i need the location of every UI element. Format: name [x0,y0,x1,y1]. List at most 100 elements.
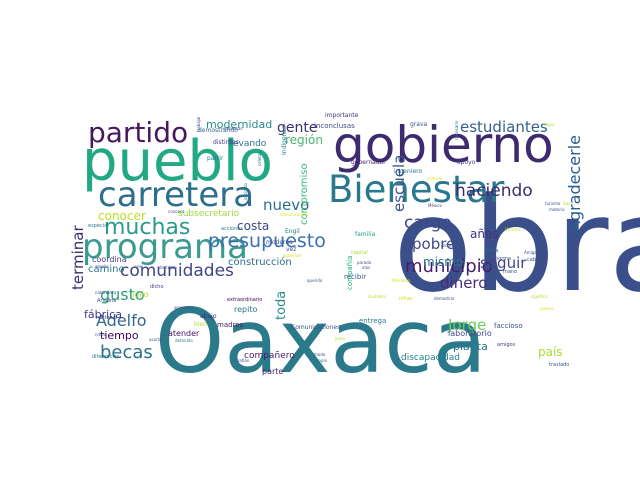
cloud-word: recibir [344,273,366,281]
cloud-word: toda [274,291,289,320]
cloud-word: acciones [221,226,243,232]
cloud-word: Jorge [447,316,486,334]
cloud-word: recreación [441,243,462,248]
cloud-word: escuela [390,155,408,212]
cloud-word: Bienestar [328,168,505,211]
cloud-word: seguir [480,254,527,272]
cloud-word: haciendo [455,181,533,201]
cloud-word: cabo [527,257,539,263]
cloud-word: distintos [213,139,239,146]
cloud-word: especial [88,223,109,229]
cloud-word: pueblo [82,129,273,194]
cloud-word: subsecretario [178,209,240,219]
cloud-word: llevando [228,139,267,149]
cloud-word: conozco [168,209,185,214]
cloud-word: obra [393,169,640,321]
cloud-word: Mota [486,248,498,254]
cloud-word: olas [362,265,370,270]
cloud-word: extraordinario [227,297,262,303]
cloud-word: partir [207,155,224,162]
cloud-word: gobernar [283,253,302,258]
cloud-word: atender [168,329,200,338]
cloud-word: familia [355,231,376,238]
cloud-word: conocer [98,209,146,223]
cloud-word: dinero [440,274,487,292]
cloud-word: faccioso [494,322,523,330]
cloud-word: Coatlán [234,358,250,363]
cloud-word: coordina [92,255,127,264]
cloud-word: Indígenas [281,126,288,155]
cloud-word: gobierno [333,116,554,174]
cloud-word: junto [334,336,346,341]
cloud-word: tiempo [100,329,139,342]
cloud-word: partido [88,116,188,149]
cloud-word: camino [88,264,125,275]
cloud-word: Ariadna [97,298,116,304]
cloud-word: Engil [285,228,300,235]
cloud-word: padres [540,306,554,311]
cloud-word: becas [100,342,153,363]
cloud-word: entrega [359,317,386,325]
cloud-word: celebro [257,151,262,166]
cloud-word: Mendoza [392,278,411,283]
cloud-word: Amigas [524,250,539,255]
cloud-word: construcción [228,256,292,268]
cloud-word: Adelfo [96,311,147,330]
cloud-word: comunidades [120,261,234,281]
cloud-word: cultural [427,176,442,181]
cloud-word: país [538,345,563,359]
cloud-word: materia [549,207,565,212]
cloud-word: presupuesto [208,230,326,252]
cloud-word: compañero [244,351,295,361]
cloud-word: abajo [200,313,217,320]
cloud-word: comunicación [280,212,308,217]
cloud-word: discapacidad [401,353,460,363]
cloud-word: capital [351,250,368,256]
cloud-word: gobernador [351,159,386,166]
cloud-word: querido [307,278,323,283]
cloud-word: importante [325,112,359,119]
cloud-word: carretera [98,175,254,215]
cloud-word: cargo [404,213,452,233]
cloud-word: enorme [492,256,511,262]
cloud-word: grava [410,121,428,128]
cloud-word: San [563,201,571,206]
cloud-word: diferencias [92,354,120,360]
cloud-word: sale [134,264,143,269]
cloud-word: apoyo [457,159,476,166]
cloud-word: fábrica [84,308,122,321]
cloud-word: moderna [266,239,293,246]
cloud-word: gente [277,120,317,136]
cloud-word: turismo [545,201,561,206]
cloud-word: repito [234,305,257,314]
cloud-word: trabajar [196,116,201,132]
cloud-word: nacional [96,315,117,321]
cloud-word: Oaxaca [155,290,487,393]
cloud-word: disfrutan [159,265,177,270]
cloud-word: ingeniero [394,168,422,175]
cloud-word: mano [503,269,517,275]
cloud-word: ciudades [368,294,386,299]
cloud-word: ejemplo [311,358,328,363]
cloud-word: vez [286,246,296,253]
cloud-word: bien [194,321,207,328]
cloud-word: significa [531,294,548,299]
cloud-word: compromiso [299,163,310,225]
cloud-word: terminar [69,225,87,290]
cloud-word: Agradecerle [565,135,584,232]
cloud-word: detenida [175,338,193,343]
cloud-word: niñas [399,296,413,302]
cloud-word: estudiantes [460,118,548,136]
cloud-word: grandeza [174,305,193,310]
cloud-word: parte [262,367,283,376]
cloud-word: dicho [150,284,164,290]
cloud-word: naturaleza [95,290,117,295]
cloud-word: mismo [423,255,463,269]
cloud-word: laboratorio [448,329,492,338]
cloud-word: niños [95,332,106,337]
cloud-word: amigos [497,342,516,348]
cloud-word: años [470,227,499,241]
cloud-word: inconclusas [314,122,355,130]
cloud-word: demostrando [198,127,238,134]
cloud-word: Comunicaciones [291,324,340,331]
